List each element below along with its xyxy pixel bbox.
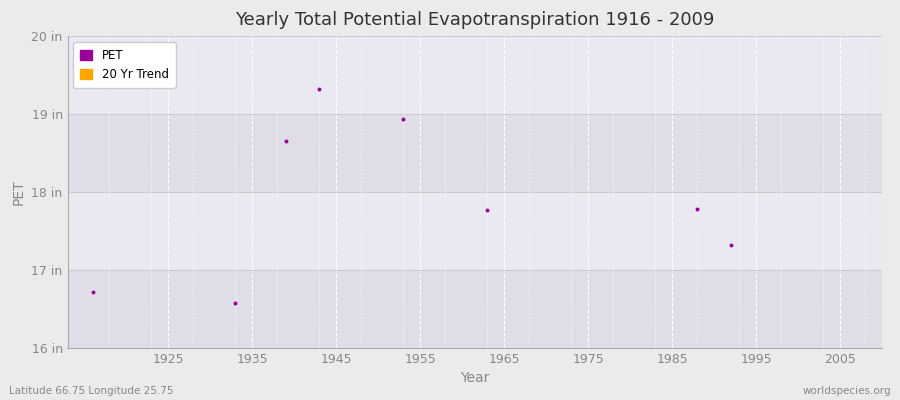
Bar xyxy=(68,114,882,192)
Y-axis label: PET: PET xyxy=(12,179,26,205)
Legend: PET, 20 Yr Trend: PET, 20 Yr Trend xyxy=(74,42,176,88)
Title: Yearly Total Potential Evapotranspiration 1916 - 2009: Yearly Total Potential Evapotranspiratio… xyxy=(235,11,715,29)
Bar xyxy=(68,270,882,348)
X-axis label: Year: Year xyxy=(460,372,490,386)
Text: Latitude 66.75 Longitude 25.75: Latitude 66.75 Longitude 25.75 xyxy=(9,386,174,396)
Point xyxy=(312,86,327,92)
Point xyxy=(396,116,410,123)
Point xyxy=(690,206,705,212)
Point xyxy=(480,207,494,213)
Point xyxy=(229,300,243,306)
Bar xyxy=(68,36,882,114)
Text: worldspecies.org: worldspecies.org xyxy=(803,386,891,396)
Point xyxy=(724,242,738,248)
Point xyxy=(279,138,293,144)
Point xyxy=(86,289,100,295)
Bar xyxy=(68,192,882,270)
